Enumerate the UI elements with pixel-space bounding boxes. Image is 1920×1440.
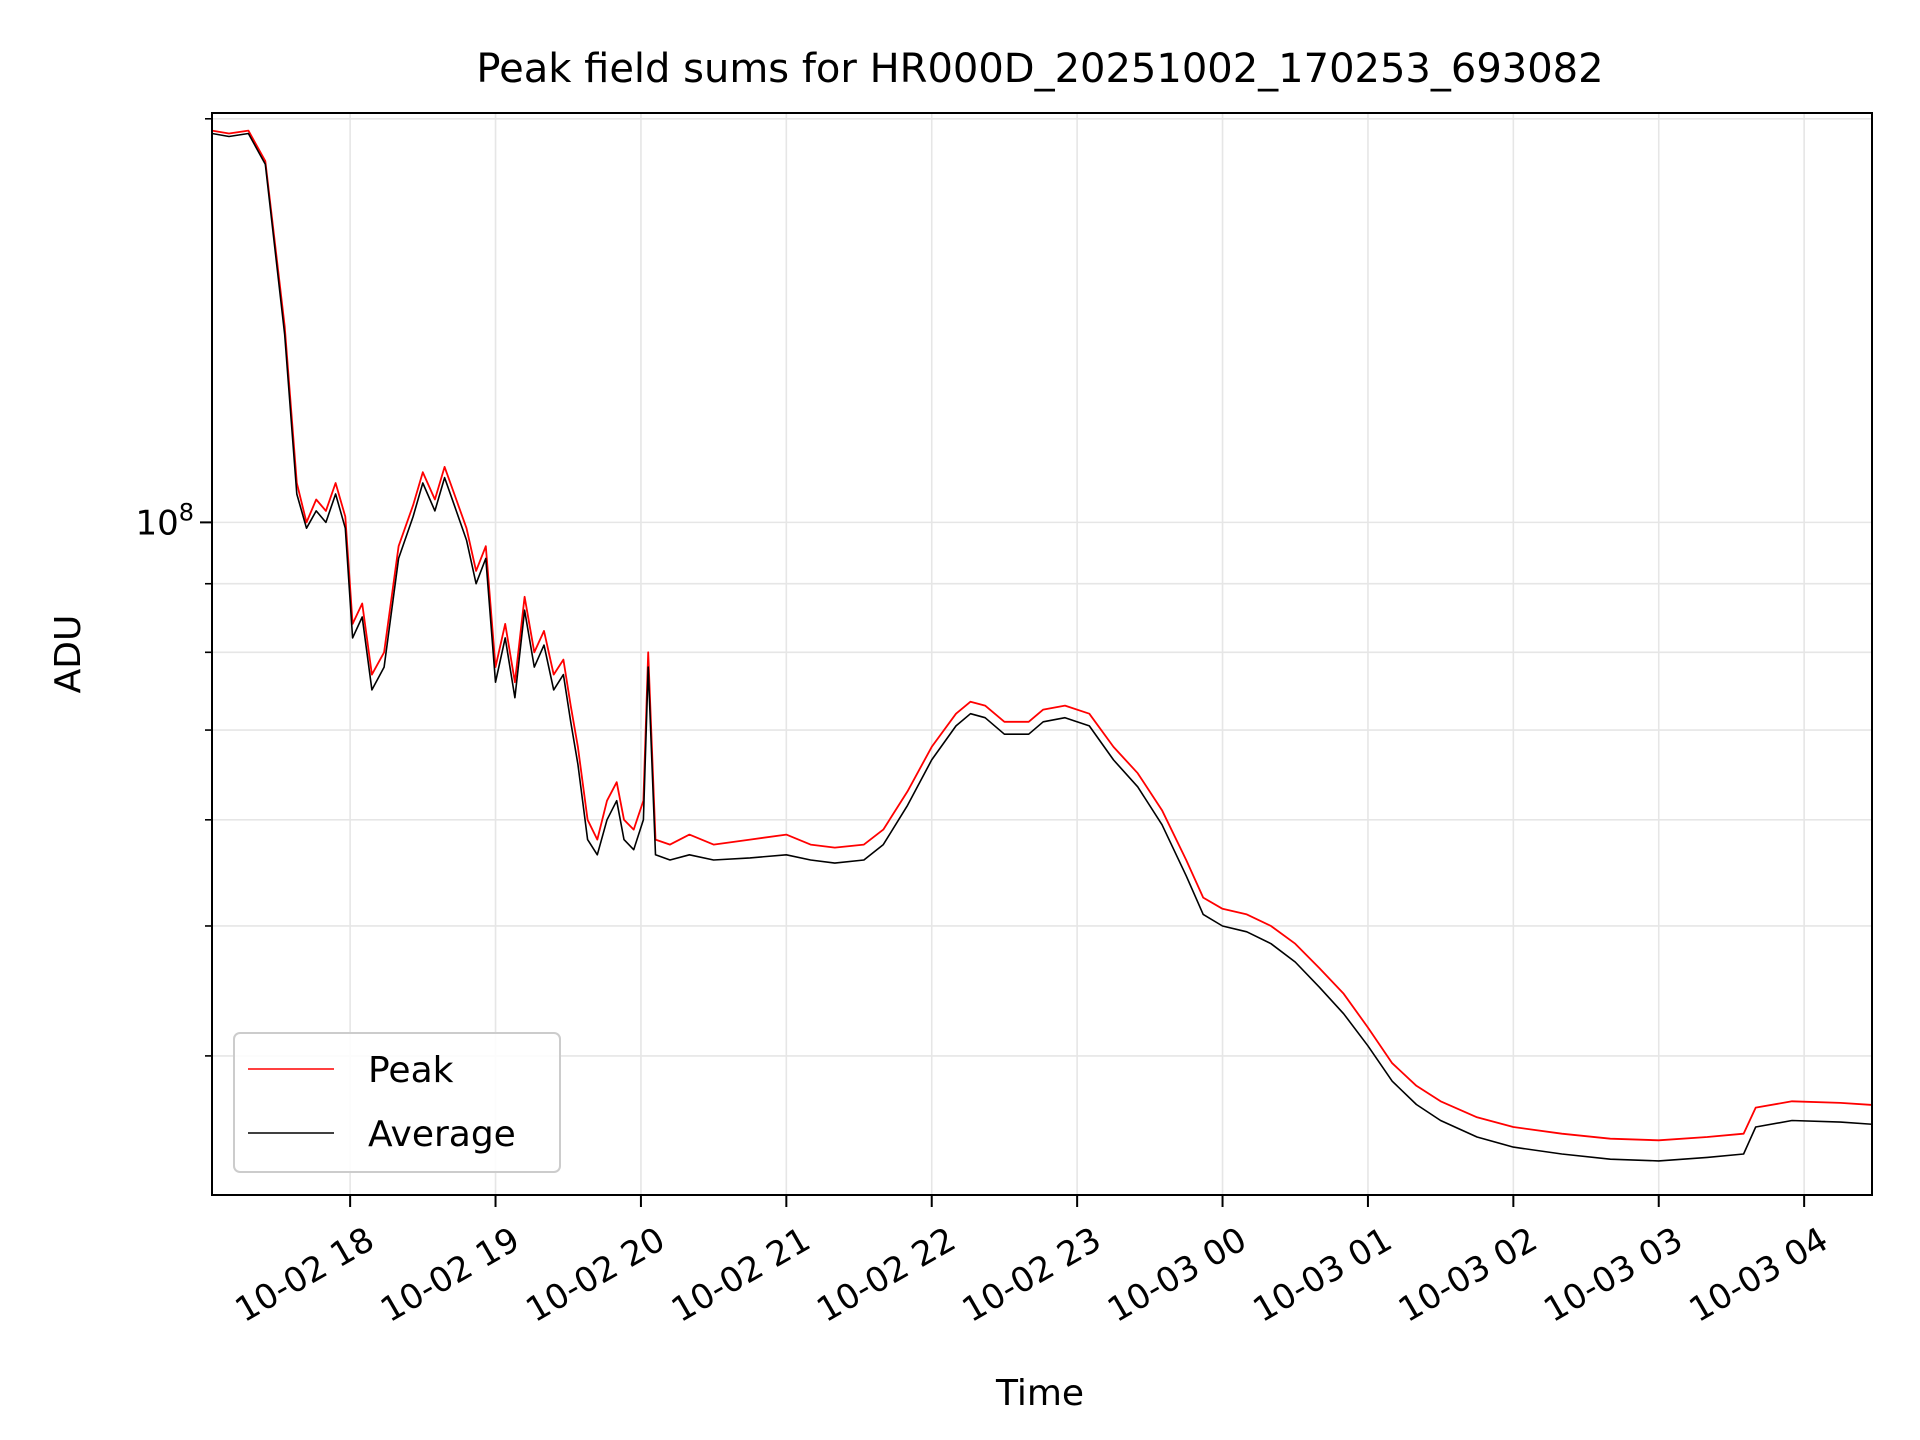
chart-title: Peak field sums for HR000D_20251002_1702…	[476, 46, 1603, 92]
series-layer	[212, 129, 1872, 1162]
x-axis-label: Time	[995, 1373, 1084, 1414]
legend: Peak Average	[233, 1032, 561, 1173]
series-line-average	[212, 132, 1872, 1162]
legend-box	[233, 1032, 561, 1173]
y-tick-exponent: 8	[179, 498, 194, 526]
plot-frame	[211, 112, 1873, 1196]
grid	[212, 113, 1872, 1195]
y-tick-label: 108	[135, 498, 194, 543]
y-axis: 108	[135, 117, 212, 1057]
legend-label-average: Average	[368, 1114, 516, 1155]
y-tick-base: 10	[135, 503, 178, 543]
y-axis-label: ADU	[48, 615, 89, 694]
series-line-peak	[212, 129, 1872, 1142]
legend-label-peak: Peak	[368, 1050, 454, 1091]
